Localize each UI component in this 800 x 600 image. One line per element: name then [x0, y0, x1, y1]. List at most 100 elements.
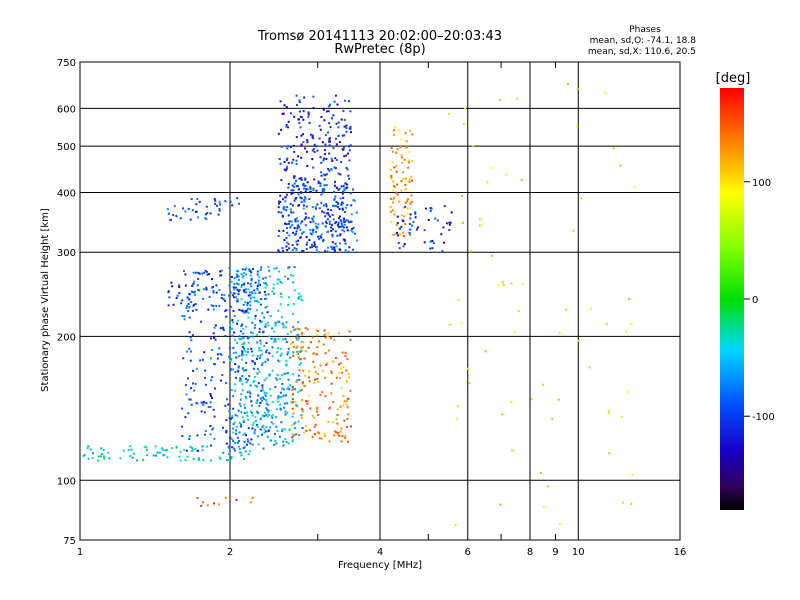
data-point	[328, 137, 331, 140]
data-point	[338, 242, 341, 245]
data-point	[280, 374, 283, 377]
data-point	[236, 322, 239, 325]
data-point	[306, 141, 309, 144]
data-point	[291, 249, 294, 251]
data-point	[196, 434, 199, 437]
data-point	[323, 329, 326, 332]
data-point	[242, 347, 245, 350]
data-point	[234, 286, 237, 289]
data-point	[303, 431, 306, 434]
data-point	[323, 157, 326, 160]
data-point	[250, 400, 253, 403]
data-point	[316, 377, 319, 380]
data-point	[283, 168, 286, 171]
data-point	[172, 214, 175, 217]
data-point	[248, 450, 251, 453]
data-point	[166, 208, 169, 211]
data-point	[630, 322, 633, 325]
data-point	[202, 404, 205, 406]
data-point	[450, 211, 453, 214]
data-point	[312, 134, 314, 137]
data-point	[253, 296, 256, 299]
data-point	[306, 181, 309, 184]
data-point	[152, 454, 155, 457]
data-point	[293, 199, 296, 202]
data-point	[334, 242, 337, 245]
data-point	[323, 173, 326, 176]
data-point	[287, 266, 290, 269]
data-point	[258, 404, 261, 407]
data-point	[264, 286, 267, 289]
data-point	[243, 311, 246, 314]
data-point	[265, 342, 268, 344]
data-point	[184, 384, 187, 387]
data-point	[333, 248, 336, 251]
data-point	[301, 399, 304, 402]
data-point	[330, 245, 333, 248]
data-point	[122, 449, 125, 452]
data-point	[189, 218, 192, 221]
data-point	[243, 458, 245, 460]
data-point	[410, 175, 413, 178]
data-point	[337, 202, 340, 205]
data-point	[316, 431, 319, 434]
data-point	[340, 225, 342, 228]
data-point	[312, 360, 315, 363]
data-point	[295, 163, 298, 165]
data-point	[291, 224, 294, 226]
data-point	[328, 140, 331, 143]
data-point	[192, 271, 195, 274]
data-point	[228, 417, 231, 419]
data-point	[300, 134, 303, 137]
data-point	[218, 209, 221, 212]
data-point	[243, 272, 246, 274]
data-point	[253, 326, 256, 329]
data-point	[203, 400, 205, 403]
data-point	[240, 284, 243, 287]
data-point	[331, 159, 334, 162]
data-point	[558, 331, 561, 334]
data-point	[469, 250, 472, 253]
data-point	[284, 222, 286, 225]
data-point	[221, 326, 224, 329]
data-point	[247, 311, 250, 314]
data-point	[266, 284, 269, 287]
data-point	[497, 284, 500, 287]
data-point	[429, 247, 432, 250]
data-point	[276, 373, 279, 376]
data-point	[314, 378, 317, 381]
data-point	[219, 457, 222, 460]
data-point	[212, 291, 215, 294]
data-point	[409, 129, 412, 132]
data-point	[284, 169, 287, 172]
data-point	[219, 379, 222, 382]
data-point	[233, 421, 236, 424]
data-point	[311, 158, 314, 161]
data-point	[389, 168, 392, 171]
data-point	[231, 294, 234, 297]
data-point	[279, 347, 282, 350]
data-point	[341, 224, 344, 227]
data-point	[313, 425, 316, 428]
data-point	[341, 134, 344, 137]
data-point	[242, 346, 245, 349]
data-point	[218, 289, 221, 291]
data-point	[448, 113, 451, 115]
data-point	[277, 309, 280, 312]
data-point	[261, 364, 263, 367]
data-point	[295, 185, 298, 188]
data-point	[265, 407, 268, 410]
data-point	[340, 220, 343, 223]
data-point	[294, 427, 297, 430]
data-point	[315, 246, 318, 249]
data-point	[274, 340, 277, 343]
data-point	[243, 412, 246, 414]
data-point	[245, 353, 248, 356]
data-point	[321, 210, 323, 213]
data-point	[245, 309, 248, 312]
data-point	[300, 414, 303, 417]
data-point	[341, 351, 344, 354]
data-point	[302, 204, 305, 207]
y-tick-label: 400	[57, 188, 76, 199]
data-point	[325, 205, 328, 208]
